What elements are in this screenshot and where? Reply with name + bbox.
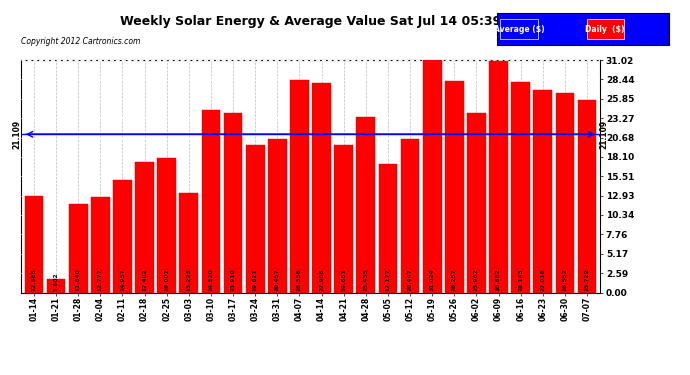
Text: 19.621: 19.621: [253, 268, 257, 291]
Text: 23.910: 23.910: [230, 268, 235, 291]
Text: 18.002: 18.002: [164, 268, 169, 291]
Bar: [467, 113, 486, 292]
Bar: [489, 61, 508, 292]
Text: 21.109: 21.109: [13, 120, 22, 149]
Text: 17.177: 17.177: [386, 268, 391, 291]
Text: 23.962: 23.962: [474, 268, 479, 291]
Text: 21.109: 21.109: [599, 120, 608, 149]
Bar: [423, 60, 442, 292]
Text: 28.257: 28.257: [452, 268, 457, 291]
Text: 12.885: 12.885: [32, 268, 37, 291]
Text: 1.802: 1.802: [54, 272, 59, 291]
Text: 28.356: 28.356: [297, 268, 302, 291]
Text: Copyright 2012 Cartronics.com: Copyright 2012 Cartronics.com: [21, 38, 140, 46]
Bar: [379, 164, 397, 292]
Bar: [401, 139, 420, 292]
Text: 26.552: 26.552: [562, 268, 567, 291]
Text: 31.024: 31.024: [430, 268, 435, 291]
Text: 11.840: 11.840: [76, 268, 81, 291]
Text: 20.447: 20.447: [408, 268, 413, 291]
Bar: [91, 197, 110, 292]
Text: 28.143: 28.143: [518, 268, 523, 291]
Text: 25.722: 25.722: [584, 268, 589, 291]
Text: Daily  ($): Daily ($): [585, 25, 625, 34]
Text: 17.402: 17.402: [142, 268, 147, 291]
Text: Average ($): Average ($): [493, 25, 544, 34]
Bar: [201, 110, 220, 292]
Bar: [533, 90, 552, 292]
Bar: [224, 113, 242, 292]
Bar: [334, 145, 353, 292]
Text: 27.018: 27.018: [540, 268, 545, 291]
Bar: [268, 139, 287, 292]
Text: 14.957: 14.957: [120, 268, 125, 291]
Text: 23.435: 23.435: [364, 268, 368, 291]
Text: 27.906: 27.906: [319, 268, 324, 291]
Bar: [69, 204, 88, 292]
Bar: [113, 180, 132, 292]
Bar: [25, 196, 43, 292]
Bar: [47, 279, 66, 292]
Bar: [312, 83, 331, 292]
Text: 30.882: 30.882: [496, 268, 501, 291]
Text: 20.457: 20.457: [275, 268, 280, 291]
Text: 24.320: 24.320: [208, 268, 213, 291]
Bar: [445, 81, 464, 292]
Bar: [578, 100, 596, 292]
Text: 13.223: 13.223: [186, 268, 191, 291]
Bar: [135, 162, 154, 292]
Text: 19.651: 19.651: [341, 268, 346, 291]
Text: 12.777: 12.777: [98, 268, 103, 291]
Bar: [157, 158, 176, 292]
Bar: [246, 146, 264, 292]
Bar: [511, 82, 530, 292]
Text: Weekly Solar Energy & Average Value Sat Jul 14 05:39: Weekly Solar Energy & Average Value Sat …: [120, 15, 501, 28]
Bar: [290, 80, 309, 292]
Bar: [357, 117, 375, 292]
Bar: [179, 194, 198, 292]
Bar: [555, 93, 574, 292]
